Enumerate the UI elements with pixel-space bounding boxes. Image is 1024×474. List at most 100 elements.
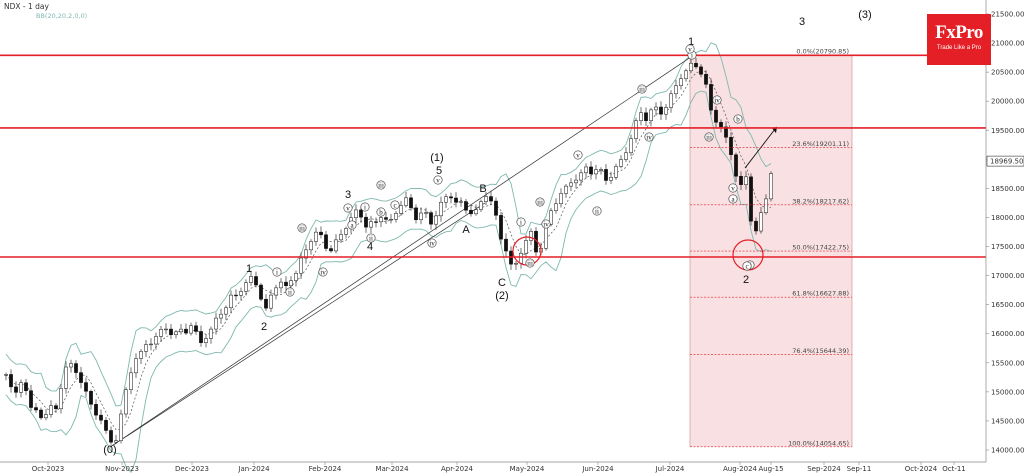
candle-body	[674, 85, 678, 95]
candle-body	[564, 185, 568, 194]
candle-body	[49, 405, 53, 415]
candle-body	[94, 404, 98, 416]
wave-label-minor: a	[350, 221, 354, 229]
wave-label-major: 4	[367, 241, 373, 253]
wave-label-minor: iii	[639, 85, 645, 93]
candle-body	[659, 106, 663, 115]
candle-body	[769, 173, 773, 200]
candle-body	[494, 200, 498, 216]
candle-body	[594, 169, 598, 175]
x-tick-label: Oct-11	[942, 465, 966, 473]
x-tick-label: Aug-15	[758, 465, 783, 473]
trend-line-upper	[109, 57, 691, 448]
y-tick-label: 17500.00	[991, 243, 1024, 251]
candle-body	[134, 358, 138, 374]
candle-body	[374, 221, 378, 223]
candle-body	[624, 152, 628, 160]
logo-name: FxPro	[935, 22, 983, 43]
candle-body	[739, 175, 743, 185]
candle-body	[54, 405, 58, 410]
x-tick-label: Mar-2024	[375, 465, 409, 473]
candle-body	[704, 74, 708, 85]
candle-body	[409, 197, 413, 209]
wave-label-minor: i	[276, 268, 278, 276]
candle-body	[224, 307, 228, 315]
x-tick-label: Feb-2024	[309, 465, 342, 473]
wave-label-minor-circle	[376, 180, 386, 190]
candle-body	[99, 414, 103, 421]
wave-label-minor-circle	[343, 203, 353, 213]
candle-body	[584, 166, 588, 174]
x-tick-label: Aug-2024	[723, 465, 758, 473]
wave-label-major: 3	[345, 189, 351, 201]
candle-body	[259, 284, 263, 300]
wave-label-minor-circle	[525, 258, 535, 268]
candle-body	[369, 221, 373, 228]
wave-label-major: C	[498, 277, 506, 289]
candle-body	[764, 198, 768, 213]
wave-label-minor: iv	[646, 133, 652, 141]
candle-body	[339, 234, 343, 241]
candle-body	[84, 382, 88, 392]
wave-label-minor-circle	[376, 207, 386, 217]
wave-label-minor-circle	[541, 219, 551, 229]
candle-body	[244, 282, 248, 292]
wave-label-minor: iv	[320, 268, 326, 276]
symbol-label: NDX - 1 day	[4, 2, 50, 11]
wave-label-minor: iv	[429, 239, 435, 247]
candle-body	[264, 298, 268, 309]
wave-label-minor-circle	[728, 183, 738, 193]
fib-level-label: 50.0%(17422.75)	[792, 244, 849, 252]
candle-body	[129, 372, 133, 390]
candle-body	[354, 209, 358, 219]
candle-body	[719, 122, 723, 128]
wave-label-minor: i	[364, 203, 366, 211]
candle-body	[419, 212, 423, 221]
projection-arrow	[744, 128, 776, 169]
wave-label-minor: v	[731, 184, 735, 192]
candle-body	[454, 197, 458, 203]
wave-label-major: (1)	[430, 152, 443, 164]
bollinger-lower	[5, 90, 772, 474]
candle-body	[304, 249, 308, 259]
candle-body	[579, 172, 583, 181]
candle-body	[184, 328, 188, 334]
y-tick-label: 20500.00	[991, 69, 1024, 77]
candle-body	[4, 374, 8, 376]
candle-body	[749, 176, 753, 222]
wave-label-major: (0)	[103, 444, 116, 456]
y-tick-label: 16500.00	[991, 301, 1024, 309]
candle-body	[104, 419, 108, 431]
wave-label-minor-circle	[366, 233, 376, 243]
x-tick-label: Jun-2024	[581, 465, 614, 473]
wave-label-minor: iii	[537, 198, 543, 206]
wave-label-minor-circle	[390, 200, 400, 210]
wave-label-minor-circle	[742, 261, 752, 271]
wave-label-minor: ii	[369, 234, 373, 242]
candle-body	[44, 414, 48, 419]
candle-body	[609, 177, 613, 181]
candle-body	[649, 109, 653, 121]
wave-label-minor: iii	[527, 259, 533, 267]
candle-body	[439, 201, 443, 217]
y-tick-label: 15500.00	[991, 359, 1024, 367]
wave-label-minor-circle	[728, 194, 738, 204]
bollinger-upper	[5, 42, 772, 407]
candle-body	[504, 238, 508, 252]
candle-body	[149, 343, 153, 346]
candle-body	[734, 154, 738, 177]
candle-body	[519, 252, 523, 264]
candle-body	[699, 66, 703, 75]
candle-body	[634, 120, 638, 139]
candle-body	[269, 294, 273, 309]
x-tick-label: Oct-2023	[32, 465, 64, 473]
candle-body	[204, 338, 208, 343]
candle-body	[614, 166, 618, 178]
fxpro-logo: FxPro Trade Like a Pro	[927, 14, 991, 65]
candle-body	[284, 281, 288, 287]
candle-body	[14, 386, 18, 393]
candle-body	[174, 331, 178, 335]
